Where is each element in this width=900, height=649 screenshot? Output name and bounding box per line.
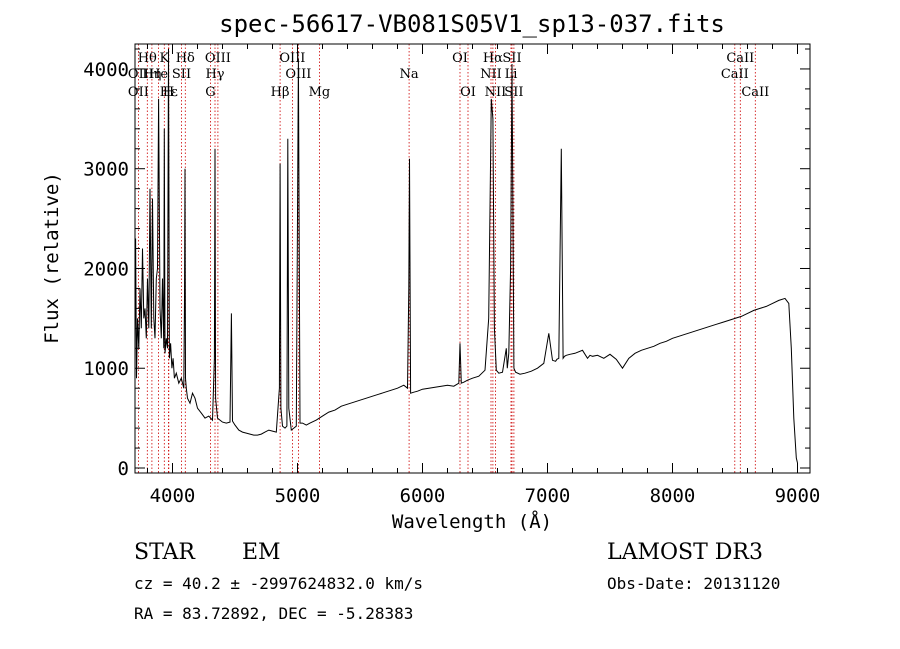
- x-tick-label-9000: 9000: [775, 485, 821, 507]
- marker-label-oiii-3: OIII: [205, 51, 231, 66]
- x-tick-label-7000: 7000: [525, 485, 571, 507]
- marker-label-hδ-2: Hδ: [176, 51, 195, 66]
- marker-label-hα-6: Hα: [483, 51, 503, 66]
- marker-label-hβ-23: Hβ: [271, 85, 290, 100]
- x-tick-label-5000: 5000: [275, 485, 321, 507]
- coordinates: RA = 83.72892, DEC = -5.28383: [134, 604, 414, 623]
- marker-label-g-22: G: [205, 85, 215, 100]
- x-axis-ticks: 4000 5000 6000 7000 8000 9000: [147, 44, 821, 507]
- y-axis-ticks: 0 1000 2000 3000 4000: [83, 48, 810, 480]
- marker-label-caii-28: CaII: [741, 85, 769, 100]
- marker-label-oi-5: OI: [452, 51, 468, 66]
- marker-label-oii-19: OII: [128, 85, 149, 100]
- marker-label-oii-9: OII: [128, 67, 149, 82]
- line-markers: [137, 44, 756, 473]
- marker-label-caii-18: CaII: [721, 67, 749, 82]
- survey-name: LAMOST DR3: [607, 540, 763, 565]
- y-tick-label-1000: 1000: [83, 358, 129, 380]
- spectrum-line: [134, 48, 798, 464]
- marker-label-nii-26: NII: [485, 85, 507, 100]
- marker-label-k-1: K: [159, 51, 169, 66]
- marker-label-hγ-13: Hγ: [205, 67, 224, 82]
- chart-title: spec-56617-VB081S05V1_sp13-037.fits: [219, 10, 725, 38]
- plot-frame: [134, 43, 811, 474]
- x-tick-label-4000: 4000: [150, 485, 196, 507]
- marker-label-sii-27: SII: [504, 85, 523, 100]
- marker-label-hθ-0: Hθ: [138, 51, 157, 66]
- y-tick-label-2000: 2000: [83, 258, 129, 280]
- marker-label-mg-24: Mg: [309, 85, 331, 100]
- marker-label-hη-10: Hη: [142, 67, 161, 82]
- y-tick-label-0: 0: [118, 458, 129, 480]
- y-tick-label-4000: 4000: [83, 59, 129, 81]
- marker-label-li-17: Li: [505, 67, 518, 82]
- object-subclass: EM: [242, 540, 281, 565]
- x-axis-label: Wavelength (Å): [392, 510, 552, 533]
- marker-label-na-15: Na: [400, 67, 419, 82]
- y-axis-label: Flux (relative): [41, 172, 63, 344]
- object-class: STAR: [134, 540, 195, 565]
- marker-label-oiii-4: OIII: [279, 51, 305, 66]
- marker-label-sii-7: SII: [502, 51, 521, 66]
- x-tick-label-8000: 8000: [650, 485, 696, 507]
- x-tick-label-6000: 6000: [400, 485, 446, 507]
- observation-date: Obs-Date: 20131120: [607, 574, 781, 593]
- marker-label-nii-16: NII: [480, 67, 502, 82]
- redshift-cz: cz = 40.2 ± -2997624832.0 km/s: [134, 574, 423, 593]
- y-tick-label-3000: 3000: [83, 159, 129, 181]
- marker-label-sii-12: SII: [172, 67, 191, 82]
- marker-label-caii-8: CaII: [726, 51, 754, 66]
- marker-label-oi-25: OI: [460, 85, 476, 100]
- marker-label-he-11: He: [149, 67, 168, 82]
